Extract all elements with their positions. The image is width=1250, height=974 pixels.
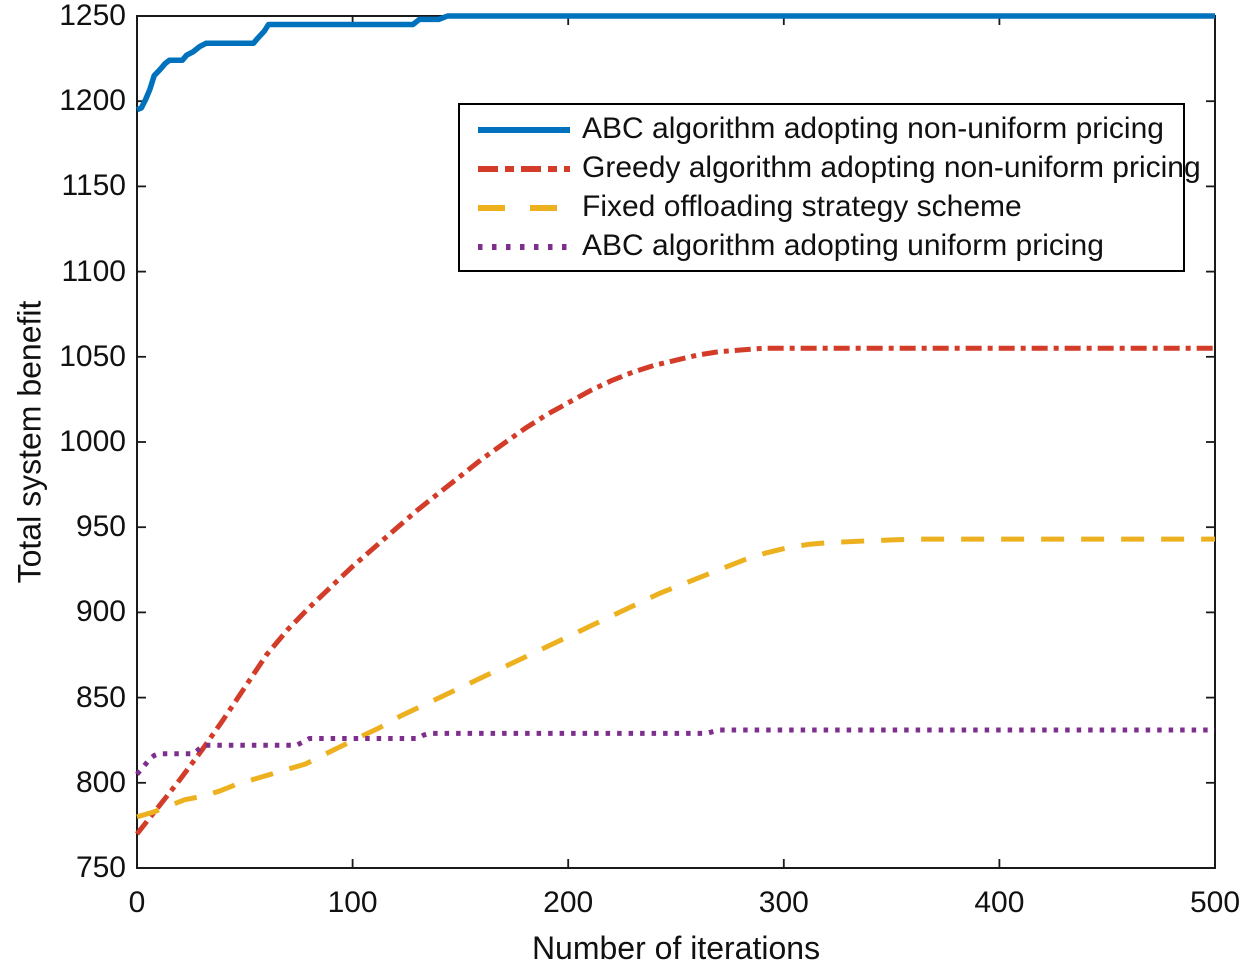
y-tick-label: 1050 (59, 339, 126, 373)
legend-line-sample-dashed (478, 201, 570, 213)
x-tick-label: 400 (974, 886, 1025, 919)
series-line-2 (136, 536, 1215, 820)
legend-item-label: ABC algorithm adopting non-uniform prici… (582, 111, 1164, 145)
y-tick-label: 1200 (59, 84, 126, 118)
y-tick-label: 750 (75, 851, 126, 884)
y-tick-label: 1150 (61, 169, 126, 203)
y-axis-title: Total system benefit (11, 300, 48, 584)
legend-item-label: Fixed offloading strategy scheme (582, 190, 1022, 224)
y-tick-label: 900 (75, 595, 126, 629)
legend-item: Fixed offloading strategy scheme (478, 188, 1183, 226)
y-tick-label: 1100 (61, 254, 126, 288)
series-line-0 (135, 13, 1215, 113)
x-axis-title: Number of iterations (531, 930, 821, 966)
legend-item: ABC algorithm adopting non-uniform prici… (478, 110, 1183, 148)
y-tick-label: 950 (75, 510, 126, 544)
y-tick-label: 800 (75, 765, 126, 799)
legend: ABC algorithm adopting non-uniform prici… (458, 103, 1201, 272)
legend-line-sample-dashdot (478, 162, 570, 174)
y-tick-label: 850 (75, 680, 126, 714)
legend-item: Greedy algorithm adopting non-uniform pr… (478, 149, 1201, 187)
x-tick-label: 300 (758, 886, 809, 919)
legend-item-label: Greedy algorithm adopting non-uniform pr… (582, 150, 1201, 184)
x-tick-label: 200 (543, 886, 594, 919)
legend-line-sample-solid (478, 123, 570, 135)
y-tick-label: 1000 (59, 425, 126, 458)
series-line-1 (135, 345, 1215, 836)
x-tick-label: 500 (1189, 886, 1241, 919)
legend-line-sample-dotted (478, 240, 570, 252)
y-tick-label: 1250 (59, 0, 126, 32)
legend-item-label: ABC algorithm adopting uniform pricing (582, 229, 1104, 263)
x-tick-label: 0 (128, 886, 146, 919)
legend-item: ABC algorithm adopting uniform pricing (478, 227, 1183, 265)
x-tick-label: 100 (327, 886, 378, 919)
